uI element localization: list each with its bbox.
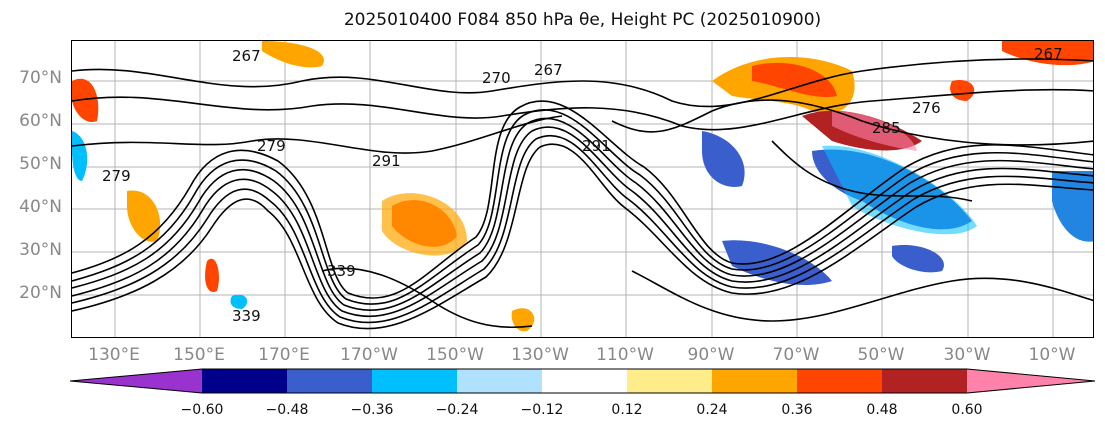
colorbar-tick: −0.36 [350,402,394,418]
colorbar-bin [372,369,457,393]
height-contours [72,58,1093,330]
lon-label: 50°W [857,345,905,365]
contour-label: 279 [102,167,131,185]
lat-label-50n: 50°N [19,154,62,174]
map-canvas: 267 270 267 285 291 291 279 276 279 339 … [72,41,1093,337]
colorbar-bin [797,369,882,393]
contour-label: 285 [872,119,901,137]
lon-label: 70°W [772,345,820,365]
colorbar-bin [457,369,542,393]
colorbar-tick: −0.24 [435,402,479,418]
colorbar-tick: 0.12 [611,402,643,418]
contour-label: 339 [327,262,356,280]
colorbar-tick: 0.36 [781,402,813,418]
colorbar-bin [882,369,967,393]
contour-label: 291 [582,137,611,155]
colorbar-tick: −0.12 [520,402,564,418]
lon-label: 150°E [173,345,225,365]
colorbar-over-arrow [967,369,1095,393]
contour-label: 267 [232,47,261,65]
colorbar-tick: 0.24 [696,402,728,418]
colorbar-tick: 0.60 [951,402,983,418]
contour-label: 270 [482,69,511,87]
contour-label: 267 [1034,45,1063,63]
colorbar-bin [542,369,627,393]
colorbar-tick: −0.48 [265,402,309,418]
lon-label: 90°W [687,345,735,365]
colorbar-under-arrow [70,369,202,393]
lon-label: 170°W [340,345,398,365]
lon-label: 150°W [426,345,484,365]
contour-label: 267 [534,61,563,79]
lat-label-30n: 30°N [19,240,62,260]
colorbar-bin [202,369,287,393]
lat-label-70n: 70°N [19,68,62,88]
contour-label: 279 [257,137,286,155]
contour-label: 276 [912,99,941,117]
colorbar-bin [712,369,797,393]
contour-label: 339 [232,307,261,325]
map-title: 2025010400 F084 850 hPa θe, Height PC (2… [343,10,822,30]
lon-label: 130°W [511,345,569,365]
lon-label: 30°W [943,345,991,365]
lon-label: 170°E [258,345,310,365]
lat-label-60n: 60°N [19,111,62,131]
lat-label-40n: 40°N [19,197,62,217]
contour-labels: 267 270 267 285 291 291 279 276 279 339 … [102,45,1063,325]
colorbar-bin [627,369,712,393]
lon-label: 10°W [1028,345,1076,365]
colorbar-bin [287,369,372,393]
colorbar [70,368,1096,394]
lon-label: 130°E [88,345,140,365]
lat-label-20n: 20°N [19,283,62,303]
negative-anomaly-shading [72,131,1093,309]
colorbar-tick: 0.48 [866,402,898,418]
map-panel: 267 270 267 285 291 291 279 276 279 339 … [71,40,1094,338]
colorbar-tick: −0.60 [180,402,224,418]
lon-label: 110°W [596,345,654,365]
contour-label: 291 [372,152,401,170]
